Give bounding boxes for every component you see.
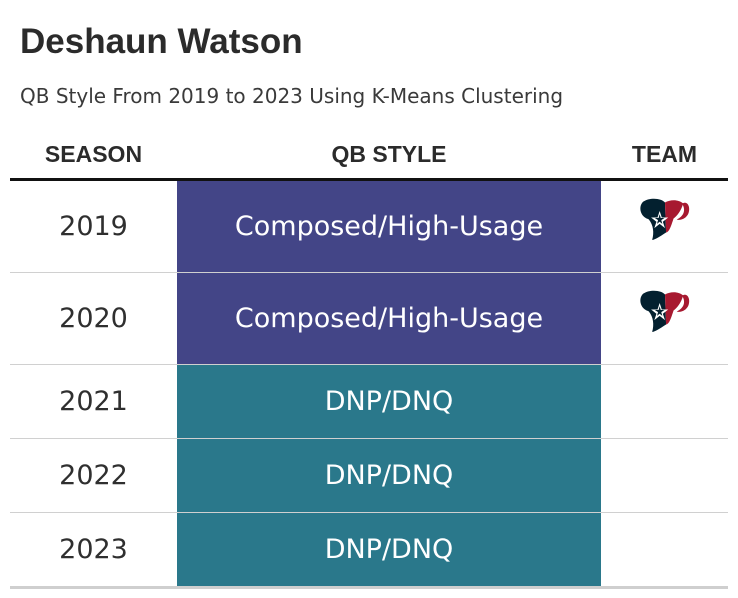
season-cell: 2021	[59, 386, 128, 417]
season-cell: 2020	[59, 303, 128, 334]
season-cell: 2023	[59, 534, 128, 565]
season-cell: 2019	[59, 211, 128, 242]
qb-style-cell: DNP/DNQ	[177, 439, 601, 512]
houston-texans-logo-icon	[639, 198, 689, 240]
team-cell	[601, 439, 728, 512]
page-subtitle: QB Style From 2019 to 2023 Using K-Means…	[20, 84, 564, 108]
table-row: 2021 DNP/DNQ	[10, 365, 728, 439]
table-row: 2020 Composed/High-Usage	[10, 273, 728, 365]
table-row: 2019 Composed/High-Usage	[10, 181, 728, 273]
table-row: 2022 DNP/DNQ	[10, 439, 728, 513]
qb-style-column-header: QB STYLE	[331, 140, 447, 167]
team-cell	[601, 273, 728, 364]
season-column-header: SEASON	[44, 140, 143, 167]
page-title: Deshaun Watson	[20, 22, 303, 61]
houston-texans-logo-icon	[639, 290, 689, 332]
qb-style-table: SEASON QB STYLE TEAM 2019 Composed/High-…	[10, 130, 728, 589]
season-cell: 2022	[59, 460, 128, 491]
qb-style-cell: DNP/DNQ	[177, 365, 601, 438]
team-cell	[601, 181, 728, 272]
table-header: SEASON QB STYLE TEAM	[10, 130, 728, 181]
qb-style-cell: Composed/High-Usage	[177, 273, 601, 364]
table-row: 2023 DNP/DNQ	[10, 513, 728, 589]
qb-style-cell: Composed/High-Usage	[177, 181, 601, 272]
team-column-header: TEAM	[631, 140, 698, 167]
qb-style-cell: DNP/DNQ	[177, 513, 601, 586]
team-cell	[601, 513, 728, 586]
team-cell	[601, 365, 728, 438]
